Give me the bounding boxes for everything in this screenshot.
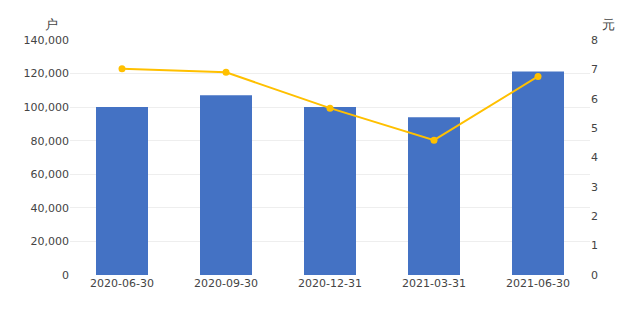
svg-text:2020-09-30: 2020-09-30 xyxy=(194,277,258,290)
svg-text:6: 6 xyxy=(591,93,598,106)
svg-text:2021-06-30: 2021-06-30 xyxy=(506,277,570,290)
svg-text:20,000: 20,000 xyxy=(31,235,70,248)
svg-text:2: 2 xyxy=(591,210,598,223)
svg-text:140,000: 140,000 xyxy=(24,34,70,47)
svg-text:0: 0 xyxy=(591,269,598,282)
svg-text:1: 1 xyxy=(591,239,598,252)
svg-text:5: 5 xyxy=(591,122,598,135)
svg-text:80,000: 80,000 xyxy=(31,135,70,148)
svg-text:120,000: 120,000 xyxy=(24,67,70,80)
svg-text:7: 7 xyxy=(591,63,598,76)
svg-text:40,000: 40,000 xyxy=(31,202,70,215)
svg-text:3: 3 xyxy=(591,181,598,194)
svg-text:2020-06-30: 2020-06-30 xyxy=(90,277,154,290)
svg-text:100,000: 100,000 xyxy=(24,101,70,114)
svg-text:60,000: 60,000 xyxy=(31,168,70,181)
svg-text:2020-12-31: 2020-12-31 xyxy=(298,277,362,290)
svg-text:4: 4 xyxy=(591,151,598,164)
svg-text:2021-03-31: 2021-03-31 xyxy=(402,277,466,290)
svg-text:0: 0 xyxy=(62,269,69,282)
svg-text:8: 8 xyxy=(591,34,598,47)
svg-text:元: 元 xyxy=(602,17,615,32)
svg-text:户: 户 xyxy=(45,17,58,32)
